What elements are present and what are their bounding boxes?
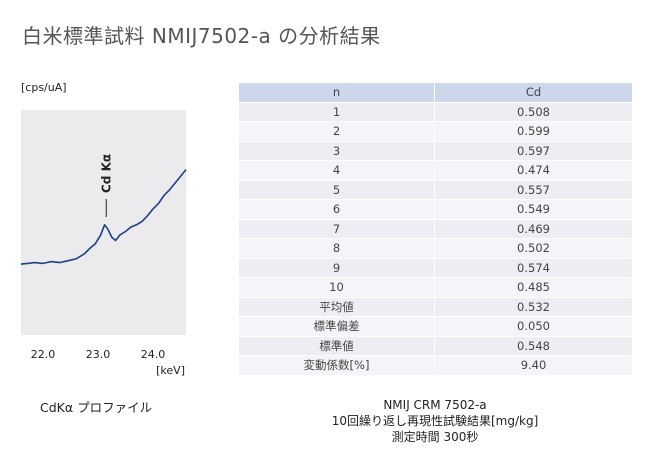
column-header-cd: Cd — [434, 82, 633, 103]
cell-label: 4 — [238, 160, 435, 181]
cell-label: 7 — [238, 218, 435, 239]
column-header-n: n — [238, 82, 435, 103]
cell-label: 標準偏差 — [238, 316, 435, 337]
cell-label: 2 — [238, 121, 435, 142]
table-row: 標準偏差 0.050 — [238, 316, 633, 337]
x-tick-label: 23.0 — [86, 348, 111, 361]
cell-label: 変動係数[%] — [238, 355, 435, 376]
cell-value: 0.469 — [434, 218, 633, 239]
x-tick-label: 22.0 — [31, 348, 56, 361]
table-row: 変動係数[%] 9.40 — [238, 355, 633, 376]
y-axis-label: [cps/uA] — [21, 81, 67, 94]
table-row: 4 0.474 — [238, 160, 633, 181]
cell-label: 9 — [238, 257, 435, 278]
cell-value: 0.597 — [434, 140, 633, 161]
table-row: 3 0.597 — [238, 140, 633, 161]
table-row: 1 0.508 — [238, 101, 633, 122]
table-row: 平均値 0.532 — [238, 296, 633, 317]
page-title: 白米標準試料 NMIJ7502-a の分析結果 — [22, 24, 381, 48]
cell-value: 0.549 — [434, 199, 633, 220]
table-row: 8 0.502 — [238, 238, 633, 259]
table-row: 2 0.599 — [238, 121, 633, 142]
caption-line-test: 10回繰り返し再現性試験結果[mg/kg] — [331, 414, 539, 428]
cell-label: 1 — [238, 101, 435, 122]
cell-label: 10 — [238, 277, 435, 298]
caption-line-crm: NMIJ CRM 7502-a — [383, 398, 487, 412]
cell-value: 0.485 — [434, 277, 633, 298]
table-row: 標準値 0.548 — [238, 335, 633, 356]
cell-label: 8 — [238, 238, 435, 259]
table-row: 10 0.485 — [238, 277, 633, 298]
x-tick-label: 24.0 — [141, 348, 166, 361]
cell-value: 0.502 — [434, 238, 633, 259]
table-caption: NMIJ CRM 7502-a 10回繰り返し再現性試験結果[mg/kg] 測定… — [238, 397, 632, 445]
cell-value: 0.557 — [434, 179, 633, 200]
cell-label: 標準値 — [238, 335, 435, 356]
cell-value: 0.574 — [434, 257, 633, 278]
peak-annotation: Cd Kα — [99, 154, 113, 193]
x-axis-ticks: 22.0 23.0 24.0 — [31, 348, 166, 361]
cell-value: 0.532 — [434, 296, 633, 317]
results-table: n Cd 1 0.508 2 0.599 3 0.597 4 0.474 5 0.557 6 0.54… — [238, 82, 633, 376]
table-body: 1 0.508 2 0.599 3 0.597 4 0.474 5 0.557 6 0.549 7 0.4… — [238, 101, 633, 376]
cell-value: 0.548 — [434, 335, 633, 356]
cell-label: 5 — [238, 179, 435, 200]
cell-value: 0.599 — [434, 121, 633, 142]
caption-line-time: 測定時間 300秒 — [391, 430, 479, 444]
plot-area — [21, 110, 186, 335]
cell-value: 0.508 — [434, 101, 633, 122]
table-header-row: n Cd — [238, 82, 633, 103]
spectrum-chart: [cps/uA] Cd Kα 22.0 23.0 24.0 [keV] — [20, 81, 187, 377]
cell-value: 9.40 — [434, 355, 633, 376]
chart-caption: CdKα プロファイル — [40, 400, 153, 415]
cell-value: 0.050 — [434, 316, 633, 337]
cell-label: 6 — [238, 199, 435, 220]
table-row: 5 0.557 — [238, 179, 633, 200]
table-row: 7 0.469 — [238, 218, 633, 239]
cell-value: 0.474 — [434, 160, 633, 181]
x-axis-label: [keV] — [156, 364, 185, 377]
cell-label: 3 — [238, 140, 435, 161]
series-line-0 — [20, 169, 187, 265]
table-row: 9 0.574 — [238, 257, 633, 278]
table-row: 6 0.549 — [238, 199, 633, 220]
cell-label: 平均値 — [238, 296, 435, 317]
chart-marks: Cd Kα — [20, 154, 187, 265]
